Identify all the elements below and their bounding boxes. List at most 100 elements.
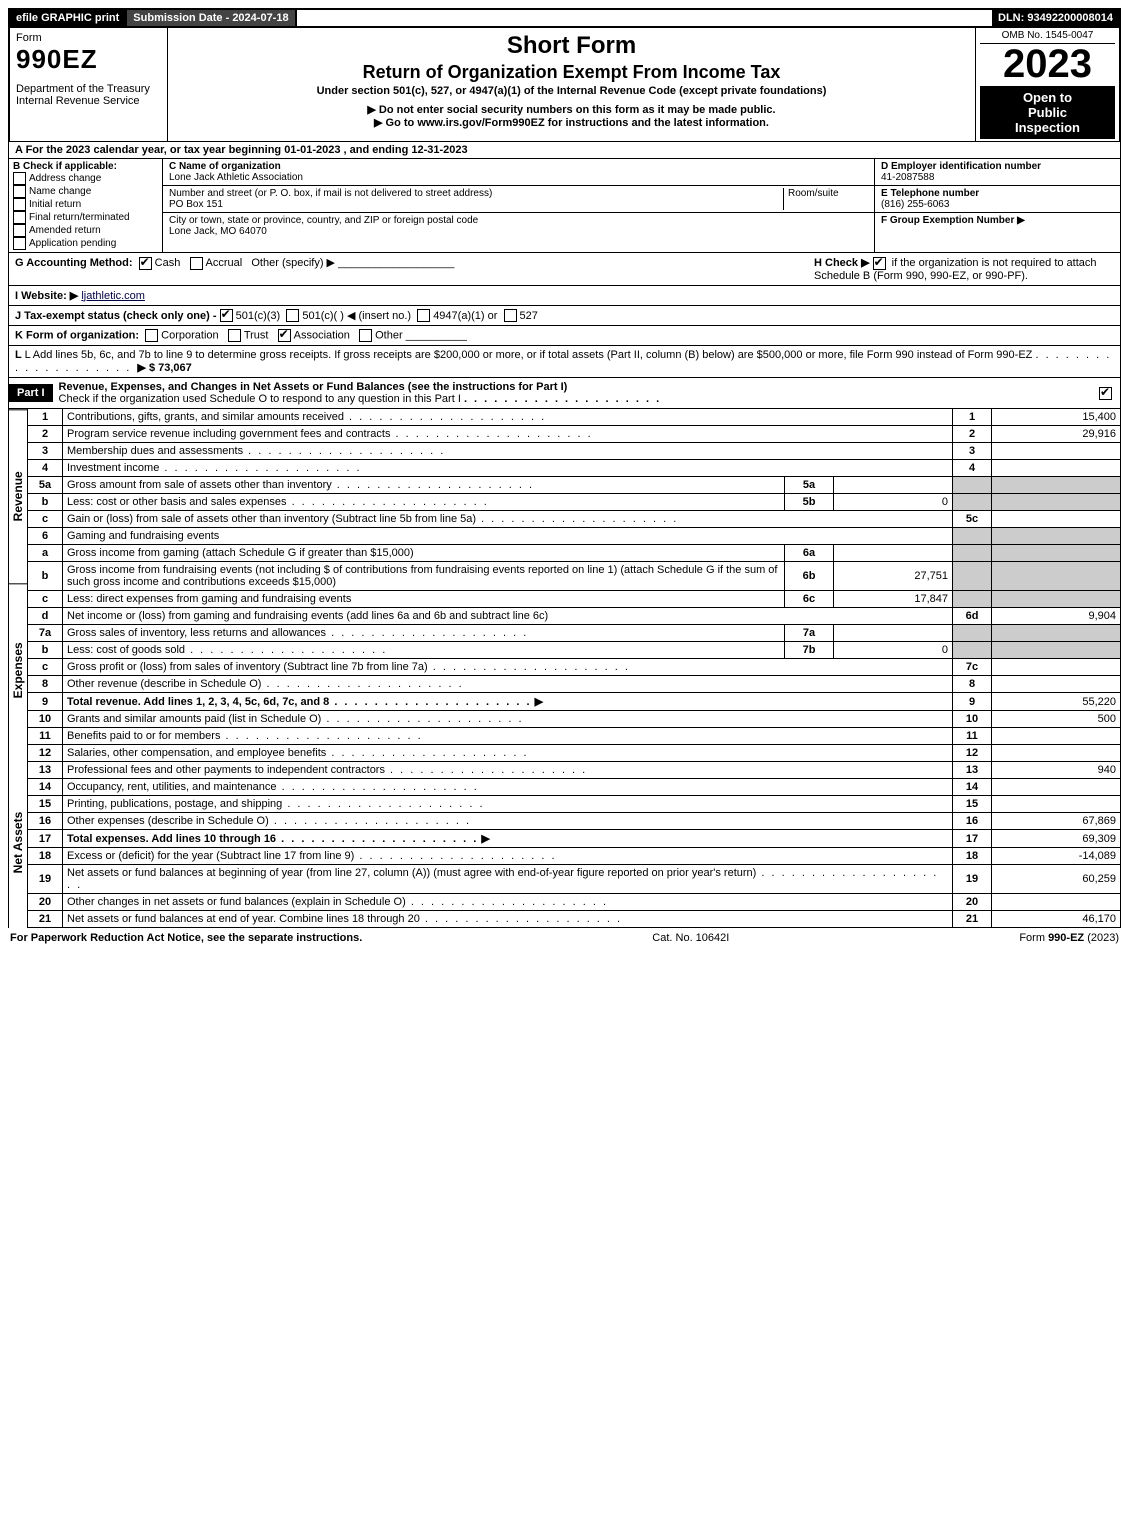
org-address: PO Box 151	[169, 199, 223, 210]
chk-trust[interactable]	[228, 329, 241, 342]
chk-name-change[interactable]	[13, 185, 26, 198]
open-line2: Public	[982, 105, 1113, 120]
line-g-h: G Accounting Method: Cash Accrual Other …	[8, 253, 1121, 286]
chk-501c3[interactable]	[220, 309, 233, 322]
lbl-amended-return: Amended return	[29, 225, 101, 236]
chk-final-return[interactable]	[13, 211, 26, 224]
line15-label: Printing, publications, postage, and shi…	[67, 798, 282, 810]
line5a-minival	[834, 477, 953, 494]
table-row: 14Occupancy, rent, utilities, and mainte…	[28, 779, 1121, 796]
chk-cash[interactable]	[139, 257, 152, 270]
line13-label: Professional fees and other payments to …	[67, 764, 385, 776]
column-b: B Check if applicable: Address change Na…	[9, 159, 163, 252]
line6c-mini: 6c	[785, 591, 834, 608]
table-row: 21Net assets or fund balances at end of …	[28, 911, 1121, 928]
line6b-minival: 27,751	[834, 562, 953, 591]
part1-header-row: Part I Revenue, Expenses, and Changes in…	[8, 378, 1121, 409]
tax-exempt-label: J Tax-exempt status (check only one) -	[15, 310, 217, 322]
line12-amt	[992, 745, 1121, 762]
side-revenue: Revenue	[9, 409, 27, 582]
chk-amended-return[interactable]	[13, 224, 26, 237]
chk-initial-return[interactable]	[13, 198, 26, 211]
side-section-labels: Revenue Expenses Net Assets	[8, 409, 27, 928]
table-row: cLess: direct expenses from gaming and f…	[28, 591, 1121, 608]
table-row: 11Benefits paid to or for members11	[28, 728, 1121, 745]
website-link[interactable]: ljathletic.com	[81, 290, 145, 302]
part1-check-text: Check if the organization used Schedule …	[59, 393, 461, 405]
line4-label: Investment income	[67, 462, 159, 474]
line18-label: Excess or (deficit) for the year (Subtra…	[67, 850, 354, 862]
addr-label: Number and street (or P. O. box, if mail…	[169, 188, 492, 199]
line7a-mini: 7a	[785, 625, 834, 642]
line2-label: Program service revenue including govern…	[67, 428, 390, 440]
lines-grid: Revenue Expenses Net Assets 1Contributio…	[8, 409, 1121, 928]
chk-association[interactable]	[278, 329, 291, 342]
line20-amt	[992, 894, 1121, 911]
table-row: 3Membership dues and assessments3	[28, 443, 1121, 460]
chk-accrual[interactable]	[190, 257, 203, 270]
line11-label: Benefits paid to or for members	[67, 730, 220, 742]
table-row: 17Total expenses. Add lines 10 through 1…	[28, 830, 1121, 848]
open-line3: Inspection	[982, 120, 1113, 135]
line-i-website: I Website: ▶ ljathletic.com	[8, 286, 1121, 306]
top-bar: efile GRAPHIC print Submission Date - 20…	[8, 8, 1121, 28]
table-row: 12Salaries, other compensation, and empl…	[28, 745, 1121, 762]
lbl-association: Association	[294, 330, 350, 342]
block-bcdef: B Check if applicable: Address change Na…	[8, 159, 1121, 253]
part1-badge: Part I	[9, 384, 53, 402]
lbl-application-pending: Application pending	[29, 238, 116, 249]
room-suite-label: Room/suite	[783, 188, 868, 210]
table-row: 13Professional fees and other payments t…	[28, 762, 1121, 779]
line3-amt	[992, 443, 1121, 460]
accounting-label: G Accounting Method:	[15, 257, 133, 269]
phone-value: (816) 255-6063	[881, 199, 949, 210]
table-row: bLess: cost of goods sold7b0	[28, 642, 1121, 659]
chk-corporation[interactable]	[145, 329, 158, 342]
table-row: 16Other expenses (describe in Schedule O…	[28, 813, 1121, 830]
line10-label: Grants and similar amounts paid (list in…	[67, 713, 321, 725]
line6a-minival	[834, 545, 953, 562]
line6b-mini: 6b	[785, 562, 834, 591]
org-city: Lone Jack, MO 64070	[169, 226, 267, 237]
chk-501c[interactable]	[286, 309, 299, 322]
line5b-label: Less: cost or other basis and sales expe…	[67, 496, 287, 508]
line1-label: Contributions, gifts, grants, and simila…	[67, 411, 344, 423]
side-expenses: Expenses	[9, 583, 27, 756]
group-exemption-label: F Group Exemption Number ▶	[881, 215, 1025, 226]
city-label: City or town, state or province, country…	[169, 215, 478, 226]
phone-label: E Telephone number	[881, 188, 979, 199]
line6d-label: Net income or (loss) from gaming and fun…	[67, 610, 548, 622]
chk-4947[interactable]	[417, 309, 430, 322]
line5b-minival: 0	[834, 494, 953, 511]
lbl-initial-return: Initial return	[29, 199, 81, 210]
line5a-mini: 5a	[785, 477, 834, 494]
chk-address-change[interactable]	[13, 172, 26, 185]
line21-label: Net assets or fund balances at end of ye…	[67, 913, 420, 925]
line7b-minival: 0	[834, 642, 953, 659]
org-name: Lone Jack Athletic Association	[169, 172, 303, 183]
column-c: C Name of organization Lone Jack Athleti…	[163, 159, 875, 252]
chk-schedule-b[interactable]	[873, 257, 886, 270]
footer-center: Cat. No. 10642I	[652, 932, 729, 944]
chk-other-org[interactable]	[359, 329, 372, 342]
lbl-other-org: Other	[375, 330, 403, 342]
line5c-box: 5c	[953, 511, 992, 528]
dept-label: Department of the Treasury Internal Reve…	[16, 83, 161, 107]
chk-schedule-o[interactable]	[1099, 387, 1112, 400]
line14-label: Occupancy, rent, utilities, and maintena…	[67, 781, 277, 793]
lines-table: 1Contributions, gifts, grants, and simil…	[27, 409, 1121, 928]
chk-527[interactable]	[504, 309, 517, 322]
subtitle: Under section 501(c), 527, or 4947(a)(1)…	[174, 85, 969, 97]
line2-amt: 29,916	[992, 426, 1121, 443]
main-title: Return of Organization Exempt From Incom…	[174, 62, 969, 83]
line6d-box: 6d	[953, 608, 992, 625]
table-row: 8Other revenue (describe in Schedule O)8	[28, 676, 1121, 693]
line6a-label: Gross income from gaming (attach Schedul…	[67, 547, 414, 559]
table-row: 4Investment income4	[28, 460, 1121, 477]
line7c-amt	[992, 659, 1121, 676]
footer-right: Form 990-EZ (2023)	[1019, 932, 1119, 944]
line6c-label: Less: direct expenses from gaming and fu…	[67, 593, 351, 605]
line20-label: Other changes in net assets or fund bala…	[67, 896, 406, 908]
line11-amt	[992, 728, 1121, 745]
chk-application-pending[interactable]	[13, 237, 26, 250]
